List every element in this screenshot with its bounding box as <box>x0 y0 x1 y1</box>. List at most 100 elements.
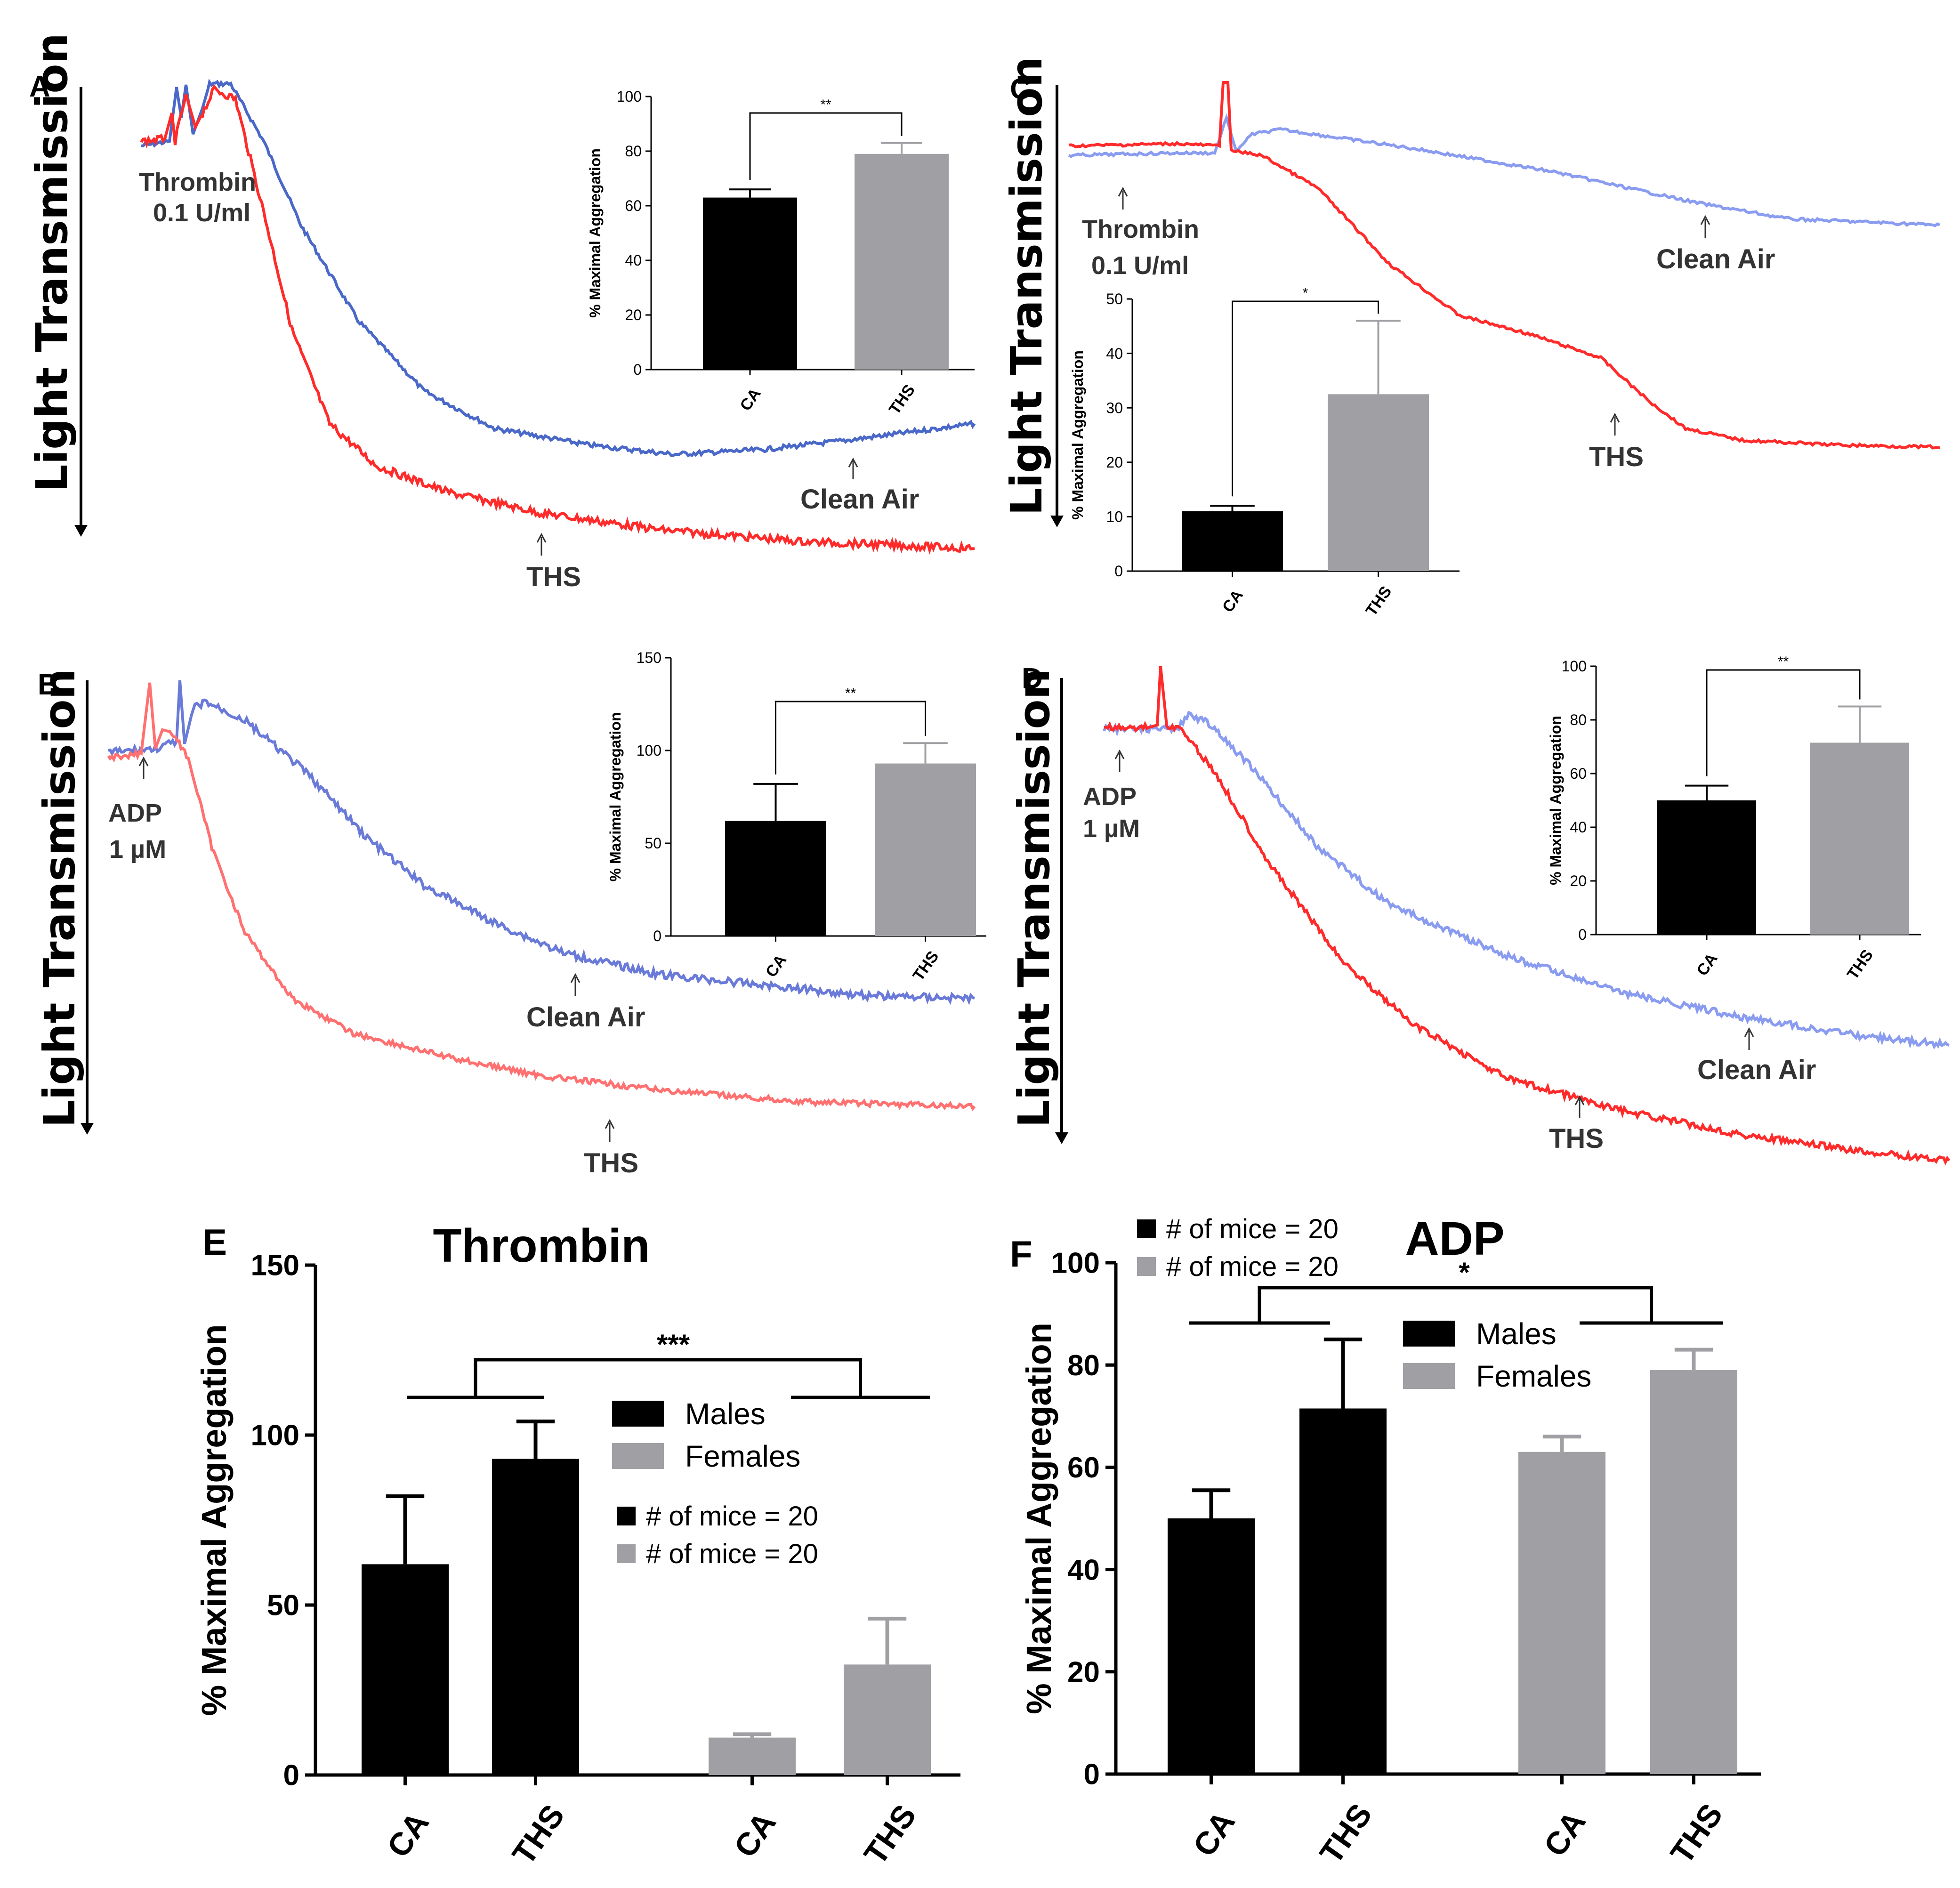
y-axis-label: % Maximal Aggregation <box>607 712 624 882</box>
legend-swatch <box>1403 1321 1455 1347</box>
y-tick-label: 40 <box>1106 345 1123 362</box>
y-axis-label: % Maximal Aggregation <box>1069 350 1086 520</box>
y-tick-label: 0 <box>1578 926 1587 943</box>
ths-pointer-arrow <box>536 533 547 556</box>
y-axis-label: % Maximal Aggregation <box>587 148 604 318</box>
y-axis-label: % Maximal Aggregation <box>194 1324 234 1716</box>
agonist-pointer-arrow <box>1118 186 1128 210</box>
y-tick-label: 0 <box>1114 563 1123 580</box>
chart-title: ADP <box>1405 1212 1504 1265</box>
significance-marker: * <box>1303 285 1308 301</box>
bar <box>1328 394 1429 571</box>
y-tick-label: 100 <box>617 88 642 105</box>
panel-c: C Light Transmission Thrombin 0.1 U/ml C… <box>1001 56 1941 619</box>
y-tick-label: 10 <box>1106 508 1123 525</box>
panel-d-letter: D <box>1022 662 1043 695</box>
clean-air-label: Clean Air <box>526 1002 645 1033</box>
y-tick-label: 0 <box>653 928 661 944</box>
y-axis-label: % Maximal Aggregation <box>1019 1323 1058 1714</box>
y-tick-label: 80 <box>625 143 642 160</box>
n-legend-label: # of mice = 20 <box>646 1539 818 1569</box>
ths-label: THS <box>1589 442 1644 472</box>
bar <box>1168 1518 1255 1774</box>
agonist-concentration: 1 µM <box>109 835 166 863</box>
clean-air-pointer-arrow <box>1744 1027 1754 1050</box>
panel-c-ylabel: Light Transmission <box>1001 56 1052 516</box>
panel-b-arrow-head <box>81 1123 94 1135</box>
y-tick-label: 100 <box>637 742 661 759</box>
panel-a-arrow-head <box>74 525 88 537</box>
y-tick-label: 50 <box>1106 290 1123 307</box>
bar <box>725 821 826 936</box>
y-tick-label: 80 <box>1570 711 1587 728</box>
significance-marker: ** <box>820 97 831 113</box>
significance-marker: * <box>1459 1257 1470 1288</box>
n-legend-label: # of mice = 20 <box>1166 1251 1339 1282</box>
y-tick-label: 60 <box>1067 1452 1100 1484</box>
significance-bracket <box>775 701 926 775</box>
y-axis-label: % Maximal Aggregation <box>1547 716 1564 885</box>
legend-label: Females <box>1476 1359 1591 1393</box>
y-tick-label: 100 <box>1051 1247 1100 1280</box>
trace-clean-air <box>141 78 976 458</box>
bar <box>492 1459 579 1775</box>
n-legend-label: # of mice = 20 <box>1166 1214 1339 1244</box>
y-tick-label: 150 <box>637 649 661 666</box>
bar <box>1810 742 1909 935</box>
trace-clean-air <box>1068 113 1941 227</box>
bar <box>875 763 976 936</box>
significance-bracket <box>1706 669 1861 776</box>
y-tick-label: 100 <box>1562 658 1587 675</box>
y-tick-label: 60 <box>1570 765 1587 782</box>
agonist-label: Thrombin <box>139 168 256 196</box>
ths-label: THS <box>526 562 581 592</box>
n-legend-label: # of mice = 20 <box>646 1501 818 1532</box>
y-tick-label: 150 <box>251 1250 299 1282</box>
y-tick-label: 20 <box>1067 1656 1100 1689</box>
legend-label: Males <box>685 1397 766 1431</box>
legend-swatch <box>612 1401 664 1427</box>
y-tick-label: 40 <box>1570 819 1587 836</box>
y-tick-label: 40 <box>625 252 642 269</box>
trace-clean-air <box>108 680 975 1006</box>
y-tick-label: 80 <box>1067 1349 1100 1382</box>
significance-marker: ** <box>845 686 856 701</box>
bar <box>855 153 949 370</box>
y-tick-label: 0 <box>1084 1759 1100 1791</box>
n-legend-swatch <box>1137 1257 1156 1276</box>
bar <box>1182 511 1283 571</box>
trace-ths <box>140 84 975 555</box>
n-legend-swatch <box>617 1544 636 1563</box>
significance-marker: ** <box>1778 654 1789 670</box>
bar <box>362 1564 449 1775</box>
n-legend-swatch <box>617 1507 636 1525</box>
ths-label: THS <box>584 1148 638 1178</box>
bar <box>1650 1370 1737 1774</box>
trace-ths <box>107 682 976 1111</box>
panel-e-letter: E <box>202 1221 227 1263</box>
panel-d: D Light Transmission ADP 1 µM Clean Air … <box>1009 654 1951 1166</box>
ths-pointer-arrow <box>605 1119 615 1142</box>
agonist-concentration: 1 µM <box>1083 815 1140 843</box>
legend-label: Males <box>1476 1317 1557 1351</box>
trace-clean-air <box>1103 710 1950 1050</box>
panel-c-arrow-head <box>1050 516 1064 527</box>
clean-air-pointer-arrow <box>1700 215 1710 238</box>
bar <box>703 197 797 370</box>
significance-bracket <box>474 1358 862 1397</box>
y-tick-label: 50 <box>645 835 661 852</box>
legend-swatch <box>1403 1363 1455 1389</box>
panel-c-letter: C <box>1010 73 1031 105</box>
y-tick-label: 20 <box>1106 454 1123 471</box>
legend-label: Females <box>685 1439 800 1473</box>
significance-bracket <box>749 112 903 180</box>
y-tick-label: 20 <box>625 307 642 323</box>
y-tick-label: 50 <box>267 1589 299 1622</box>
panel-a-letter: A <box>29 71 50 103</box>
agonist-concentration: 0.1 U/ml <box>153 199 250 227</box>
agonist-pointer-arrow <box>138 756 149 779</box>
